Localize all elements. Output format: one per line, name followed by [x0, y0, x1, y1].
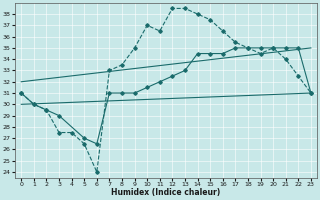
X-axis label: Humidex (Indice chaleur): Humidex (Indice chaleur)	[111, 188, 221, 197]
